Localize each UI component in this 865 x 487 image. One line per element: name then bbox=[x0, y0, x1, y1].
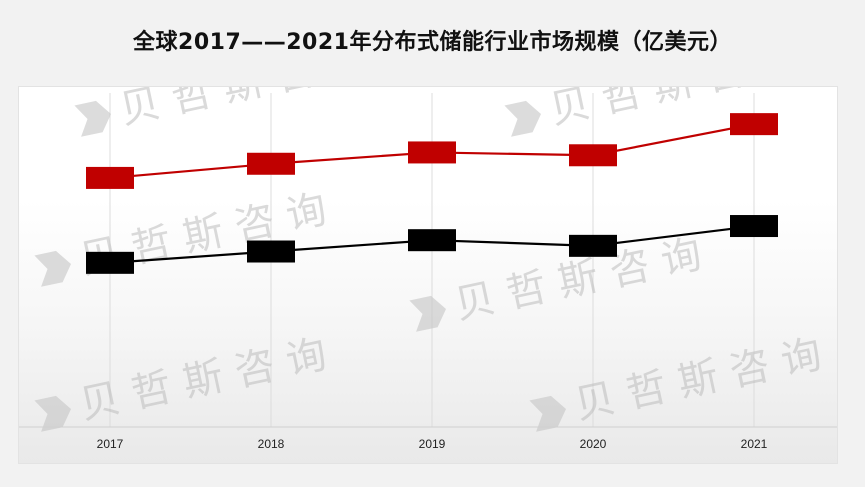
chart-title: 全球2017——2021年分布式储能行业市场规模（亿美元） bbox=[133, 30, 732, 55]
line-chart: 贝 哲 斯 咨 询贝 哲 斯 咨 询贝 哲 斯 咨 询贝 哲 斯 咨 询贝 哲 … bbox=[19, 87, 837, 451]
watermark: 贝 哲 斯 咨 询 bbox=[529, 331, 826, 432]
series-1-marker-2018 bbox=[247, 152, 295, 175]
series-2-marker-2019 bbox=[408, 229, 456, 252]
x-axis: 2017 2018 2019 2020 2021 bbox=[19, 426, 837, 451]
watermark-logo-icon bbox=[74, 100, 112, 137]
watermark-logo-icon bbox=[34, 395, 72, 432]
series-2-marker-2018 bbox=[247, 240, 295, 263]
series-2-marker-2020 bbox=[569, 234, 617, 257]
watermark: 贝 哲 斯 咨 询 bbox=[74, 87, 371, 137]
watermark-logo-icon bbox=[34, 250, 72, 287]
series-1-marker-2021 bbox=[730, 113, 778, 136]
series-2-marker-2017 bbox=[86, 251, 134, 274]
plot-area: 贝 哲 斯 咨 询贝 哲 斯 咨 询贝 哲 斯 咨 询贝 哲 斯 咨 询贝 哲 … bbox=[18, 86, 838, 464]
watermark-logo-icon bbox=[529, 395, 567, 432]
x-tick-label-2019: 2019 bbox=[419, 437, 446, 451]
x-tick-label-2021: 2021 bbox=[741, 437, 768, 451]
series-1-marker-2020 bbox=[569, 144, 617, 167]
series-1-marker-2017 bbox=[86, 166, 134, 189]
series-layer bbox=[86, 113, 778, 274]
watermark-text: 贝 哲 斯 咨 询 bbox=[571, 331, 826, 428]
x-tick-label-2017: 2017 bbox=[97, 437, 124, 451]
watermark-text: 贝 哲 斯 咨 询 bbox=[76, 331, 331, 428]
series-2-marker-2021 bbox=[730, 215, 778, 238]
watermark-logo-icon bbox=[504, 100, 542, 137]
watermark-layer: 贝 哲 斯 咨 询贝 哲 斯 咨 询贝 哲 斯 咨 询贝 哲 斯 咨 询贝 哲 … bbox=[34, 87, 826, 432]
series-1-marker-2019 bbox=[408, 141, 456, 164]
watermark-logo-icon bbox=[409, 295, 447, 332]
watermark-text: 贝 哲 斯 咨 询 bbox=[116, 87, 371, 134]
watermark: 贝 哲 斯 咨 询 bbox=[34, 331, 331, 432]
x-tick-label-2020: 2020 bbox=[580, 437, 607, 451]
watermark: 贝 哲 斯 咨 询 bbox=[34, 186, 331, 287]
x-tick-label-2018: 2018 bbox=[258, 437, 285, 451]
